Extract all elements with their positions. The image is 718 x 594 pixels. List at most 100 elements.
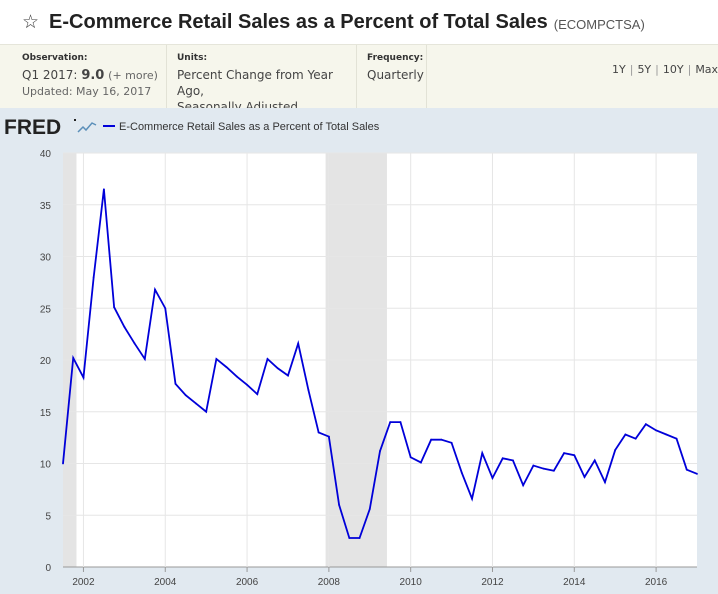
data-point: [665, 433, 668, 436]
fred-logo-text: FRED: [4, 116, 61, 139]
data-point: [573, 454, 576, 457]
fred-logo-icon: [77, 122, 97, 133]
range-selector: 1Y | 5Y | 10Y | Max: [612, 63, 718, 76]
y-tick-label: 35: [40, 201, 52, 212]
data-point: [72, 357, 75, 359]
data-point: [675, 437, 678, 440]
data-point: [624, 433, 627, 436]
data-point: [420, 461, 422, 464]
data-point: [133, 342, 136, 345]
data-point: [368, 508, 371, 510]
y-axis: 0 5 10 15 20 25 30 35 40: [40, 149, 52, 574]
data-point: [123, 325, 126, 328]
data-point: [287, 374, 289, 377]
observation-period: Q1 2017:: [22, 68, 78, 82]
observation-value: 9.0: [81, 68, 105, 83]
data-point: [644, 423, 647, 426]
data-point: [195, 402, 197, 405]
header: ☆ E-Commerce Retail Sales as a Percent o…: [0, 0, 718, 44]
data-point: [338, 504, 340, 506]
data-point: [501, 457, 504, 460]
range-5y-button[interactable]: 5Y: [637, 63, 652, 76]
y-tick-label: 15: [40, 408, 52, 419]
x-tick-label: 2014: [563, 577, 586, 588]
data-point: [348, 537, 351, 539]
x-axis: 2002 2004 2006 2008 2010 2012 2014 2016: [72, 567, 668, 588]
x-tick-label: 2016: [645, 577, 668, 588]
data-point: [184, 394, 187, 397]
units-label: Units:: [177, 53, 208, 63]
units-block: Units: Percent Change from Year Ago, Sea…: [166, 45, 358, 114]
data-point: [450, 441, 453, 444]
y-tick-label: 5: [45, 511, 51, 522]
data-point: [246, 383, 248, 386]
data-point: [164, 307, 167, 310]
data-point: [379, 450, 381, 452]
data-point: [154, 288, 156, 291]
legend-label: E-Commerce Retail Sales as a Percent of …: [119, 121, 380, 133]
x-tick-label: 2012: [481, 577, 504, 588]
data-point: [307, 389, 310, 391]
frequency-label: Frequency:: [367, 53, 424, 63]
meta-divider: [426, 45, 427, 109]
observation-block: Observation: Q1 2017: 9.0 (+ more) Updat…: [22, 45, 162, 109]
data-point: [266, 358, 269, 360]
range-1y-button[interactable]: 1Y: [612, 63, 626, 76]
data-point: [655, 429, 657, 432]
frequency-block: Frequency: Quarterly: [356, 45, 426, 109]
y-tick-label: 25: [40, 304, 52, 315]
data-point: [82, 376, 85, 379]
data-point: [532, 464, 535, 467]
data-point: [634, 437, 637, 440]
x-tick-label: 2002: [72, 577, 95, 588]
series-id: (ECOMPCTSA): [553, 16, 645, 32]
data-point: [297, 342, 300, 345]
data-point: [399, 421, 402, 423]
data-point: [542, 467, 545, 470]
grid: [63, 152, 697, 568]
data-point: [440, 438, 443, 441]
y-tick-label: 0: [45, 563, 51, 574]
data-point: [491, 477, 494, 479]
data-point: [481, 452, 484, 455]
data-point: [103, 188, 105, 191]
data-point: [512, 459, 514, 462]
data-point: [276, 367, 279, 370]
data-point: [389, 421, 392, 423]
range-max-button[interactable]: Max: [695, 63, 718, 76]
range-10y-button[interactable]: 10Y: [662, 63, 684, 76]
data-point: [614, 449, 617, 451]
data-point: [430, 438, 433, 441]
data-point: [358, 537, 361, 539]
data-point: [685, 468, 688, 471]
data-point: [62, 462, 64, 465]
data-point: [143, 358, 146, 360]
data-point: [460, 471, 463, 474]
y-tick-label: 20: [40, 356, 52, 367]
x-tick-label: 2006: [236, 577, 259, 588]
x-tick-label: 2004: [154, 577, 177, 588]
data-points: [62, 188, 698, 539]
data-point: [327, 435, 330, 438]
data-point: [225, 366, 228, 369]
frequency-value: Quarterly: [367, 68, 424, 82]
data-point: [604, 481, 606, 484]
units-line-1: Percent Change from Year Ago,: [177, 68, 333, 98]
data-point: [593, 459, 596, 462]
x-tick-label: 2010: [400, 577, 423, 588]
star-icon[interactable]: ☆: [22, 10, 40, 33]
y-tick-label: 10: [40, 460, 52, 471]
updated-date: Updated: May 16, 2017: [22, 85, 152, 98]
data-point: [471, 497, 473, 500]
data-point: [409, 456, 412, 459]
observation-more-link[interactable]: (+ more): [108, 69, 158, 82]
data-point: [235, 375, 238, 378]
y-tick-label: 30: [40, 253, 52, 264]
data-point: [583, 476, 586, 478]
data-point: [317, 431, 320, 434]
data-point: [92, 276, 95, 279]
data-point: [256, 393, 259, 396]
page-title: E-Commerce Retail Sales as a Percent of …: [49, 10, 548, 33]
data-point: [205, 410, 208, 413]
data-point: [522, 484, 525, 487]
